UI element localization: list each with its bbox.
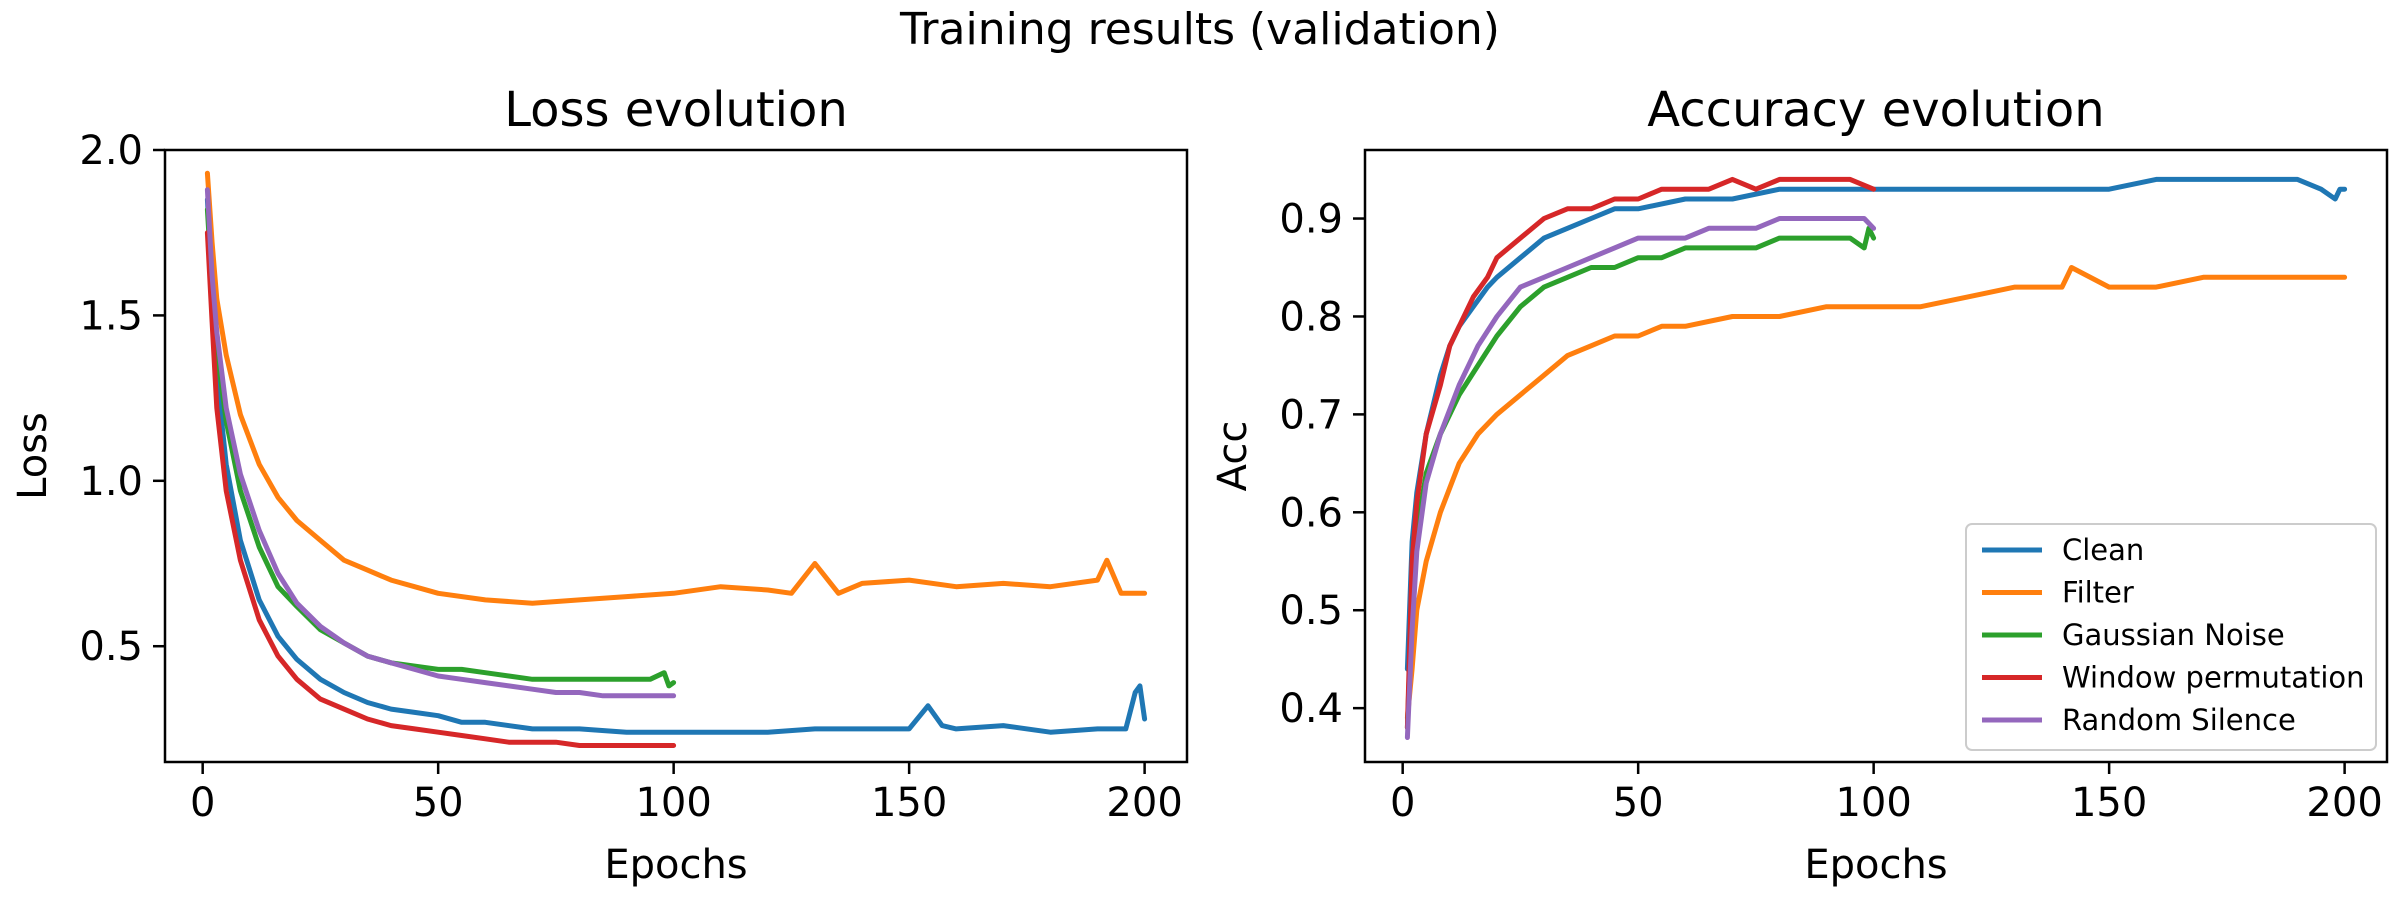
loss-chart-title: Loss evolution xyxy=(504,82,848,138)
legend-box xyxy=(1965,523,2377,751)
legend-label-clean: Clean xyxy=(2062,533,2144,567)
accuracy-x-tick-label: 100 xyxy=(1835,780,1911,826)
loss-y-tick-label: 0.5 xyxy=(79,624,143,670)
accuracy-x-axis-label: Epochs xyxy=(1804,842,1947,888)
accuracy-y-tick-label: 0.7 xyxy=(1279,392,1343,438)
loss-evolution-panel: Loss evolution 0 50 100 150 200 0.5 1.0 1.5 2.0 Ep… xyxy=(10,82,1189,888)
accuracy-x-tick-label: 150 xyxy=(2071,780,2147,826)
accuracy-y-axis-label: Acc xyxy=(1210,421,1256,492)
accuracy-y-tick-label: 0.4 xyxy=(1279,686,1343,732)
accuracy-series-line-random-silence xyxy=(1404,216,1877,740)
accuracy-x-tick-label: 200 xyxy=(2306,780,2382,826)
legend-label-filter: Filter xyxy=(2062,576,2134,610)
loss-x-axis-label: Epochs xyxy=(604,842,747,888)
loss-y-axis-label: Loss xyxy=(10,412,56,500)
accuracy-y-tick-label: 0.8 xyxy=(1279,294,1343,340)
loss-x-tick-label: 200 xyxy=(1106,780,1182,826)
accuracy-y-tick-label: 0.5 xyxy=(1279,588,1343,634)
loss-series-line-gaussian-noise xyxy=(204,207,677,689)
accuracy-axes-frame xyxy=(1363,148,2389,764)
loss-series-line-random-silence xyxy=(204,187,677,699)
accuracy-evolution-panel: Accuracy evolution 0 50 100 150 200 0.4 0.5 0.6 0… xyxy=(1210,82,2389,888)
accuracy-series-group xyxy=(1404,176,2348,740)
legend-label-window-permutation: Window permutation xyxy=(2062,661,2365,695)
legend-label-gaussian-noise: Gaussian Noise xyxy=(2062,618,2285,652)
accuracy-series-line-window-permutation xyxy=(1404,176,1877,731)
figure-suptitle: Training results (validation) xyxy=(899,4,1500,55)
legend: Clean Filter Gaussian Noise Window permutat… xyxy=(1965,523,2377,751)
legend-label-random-silence: Random Silence xyxy=(2062,703,2296,737)
loss-x-tick-label: 100 xyxy=(635,780,711,826)
loss-y-tick-label: 1.0 xyxy=(79,459,143,505)
accuracy-x-tick-label: 50 xyxy=(1613,780,1664,826)
loss-y-tick-label: 1.5 xyxy=(79,293,143,339)
loss-series-line-filter xyxy=(204,170,1148,606)
accuracy-x-tick-label: 0 xyxy=(1390,780,1415,826)
accuracy-series-line-filter xyxy=(1404,265,2348,721)
loss-series-line-clean xyxy=(204,197,1148,735)
loss-x-tick-label: 0 xyxy=(190,780,215,826)
loss-series-line-window-permutation xyxy=(204,230,677,748)
loss-x-tick-label: 150 xyxy=(871,780,947,826)
loss-y-tick-label: 2.0 xyxy=(79,128,143,174)
accuracy-y-tick-label: 0.6 xyxy=(1279,490,1343,536)
accuracy-y-tick-label: 0.9 xyxy=(1279,197,1343,243)
loss-axes-frame xyxy=(163,148,1189,764)
loss-series-group xyxy=(204,170,1148,748)
loss-x-tick-label: 50 xyxy=(413,780,464,826)
accuracy-chart-title: Accuracy evolution xyxy=(1647,82,2104,138)
